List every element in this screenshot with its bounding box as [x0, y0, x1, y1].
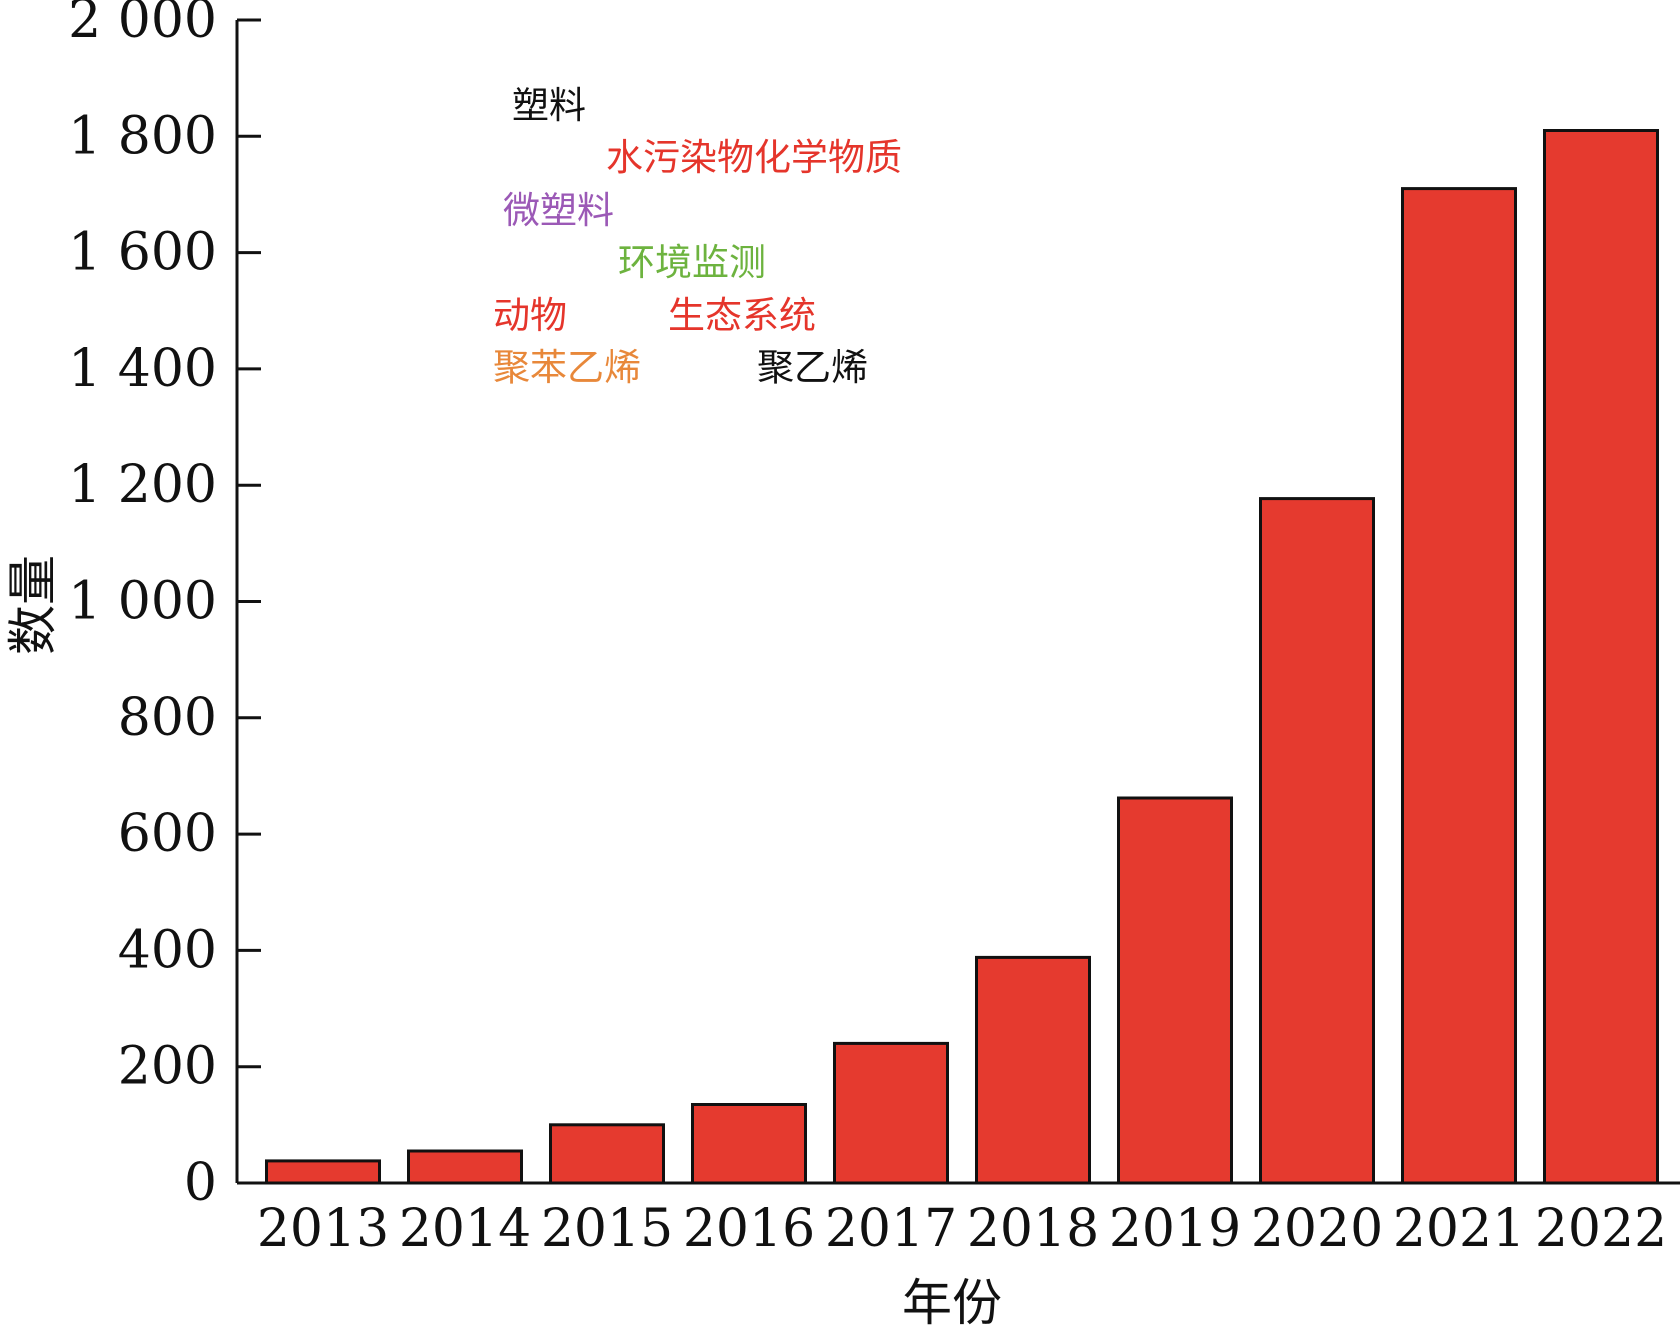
y-tick-label: 200 [118, 1037, 217, 1097]
keyword-annotation: 生态系统 [668, 294, 816, 337]
x-tick-label: 2016 [683, 1199, 815, 1259]
y-axis: 0 200 400 600 800 1 000 1 200 1 400 1 600 1 800 2 … [68, 0, 261, 1213]
keyword-annotation: 塑料 [512, 84, 586, 127]
keyword-annotation: 聚乙烯 [757, 346, 868, 389]
x-tick-label: 2020 [1251, 1199, 1383, 1259]
bar-2022 [1543, 129, 1659, 1185]
bar-2021 [1401, 187, 1517, 1185]
x-axis: 2013 2014 2015 2016 2017 2018 2019 2020 2021 2022 [237, 1181, 1680, 1259]
x-tick-label: 2022 [1535, 1199, 1667, 1259]
bar-2015 [549, 1123, 665, 1185]
y-tick-label: 0 [184, 1153, 217, 1213]
x-tick-label: 2015 [541, 1199, 673, 1259]
bar-2020 [1259, 497, 1375, 1185]
bar-2019 [1117, 796, 1233, 1185]
y-tick-label: 600 [118, 804, 217, 864]
keyword-annotation: 动物 [493, 294, 567, 337]
y-tick-label: 1 200 [68, 455, 217, 515]
keyword-annotation: 环境监测 [618, 241, 766, 284]
bar-2018 [975, 955, 1091, 1185]
y-tick-label: 1 800 [68, 106, 217, 166]
keyword-annotation: 微塑料 [503, 189, 614, 232]
x-tick-label: 2014 [399, 1199, 531, 1259]
x-tick-label: 2013 [257, 1199, 389, 1259]
x-tick-label: 2019 [1109, 1199, 1241, 1259]
y-tick-label: 1 600 [68, 223, 217, 283]
bar-2016 [691, 1103, 807, 1185]
y-tick-label: 2 000 [68, 0, 217, 50]
y-tick-label: 400 [118, 920, 217, 980]
y-tick-label: 1 400 [68, 339, 217, 399]
keyword-annotation: 水污染物化学物质 [606, 136, 902, 179]
y-tick-label: 1 000 [68, 572, 217, 632]
x-tick-label: 2021 [1393, 1199, 1525, 1259]
y-axis-title: 数量 [4, 555, 62, 655]
y-tick-label: 800 [118, 688, 217, 748]
bars [265, 129, 1659, 1185]
keyword-annotation: 聚苯乙烯 [493, 346, 641, 389]
bar-2014 [407, 1149, 523, 1185]
x-tick-label: 2017 [825, 1199, 957, 1259]
bar-2013 [265, 1159, 381, 1185]
bar-2017 [833, 1041, 949, 1185]
x-tick-label: 2018 [967, 1199, 1099, 1259]
x-axis-title: 年份 [902, 1274, 1002, 1330]
